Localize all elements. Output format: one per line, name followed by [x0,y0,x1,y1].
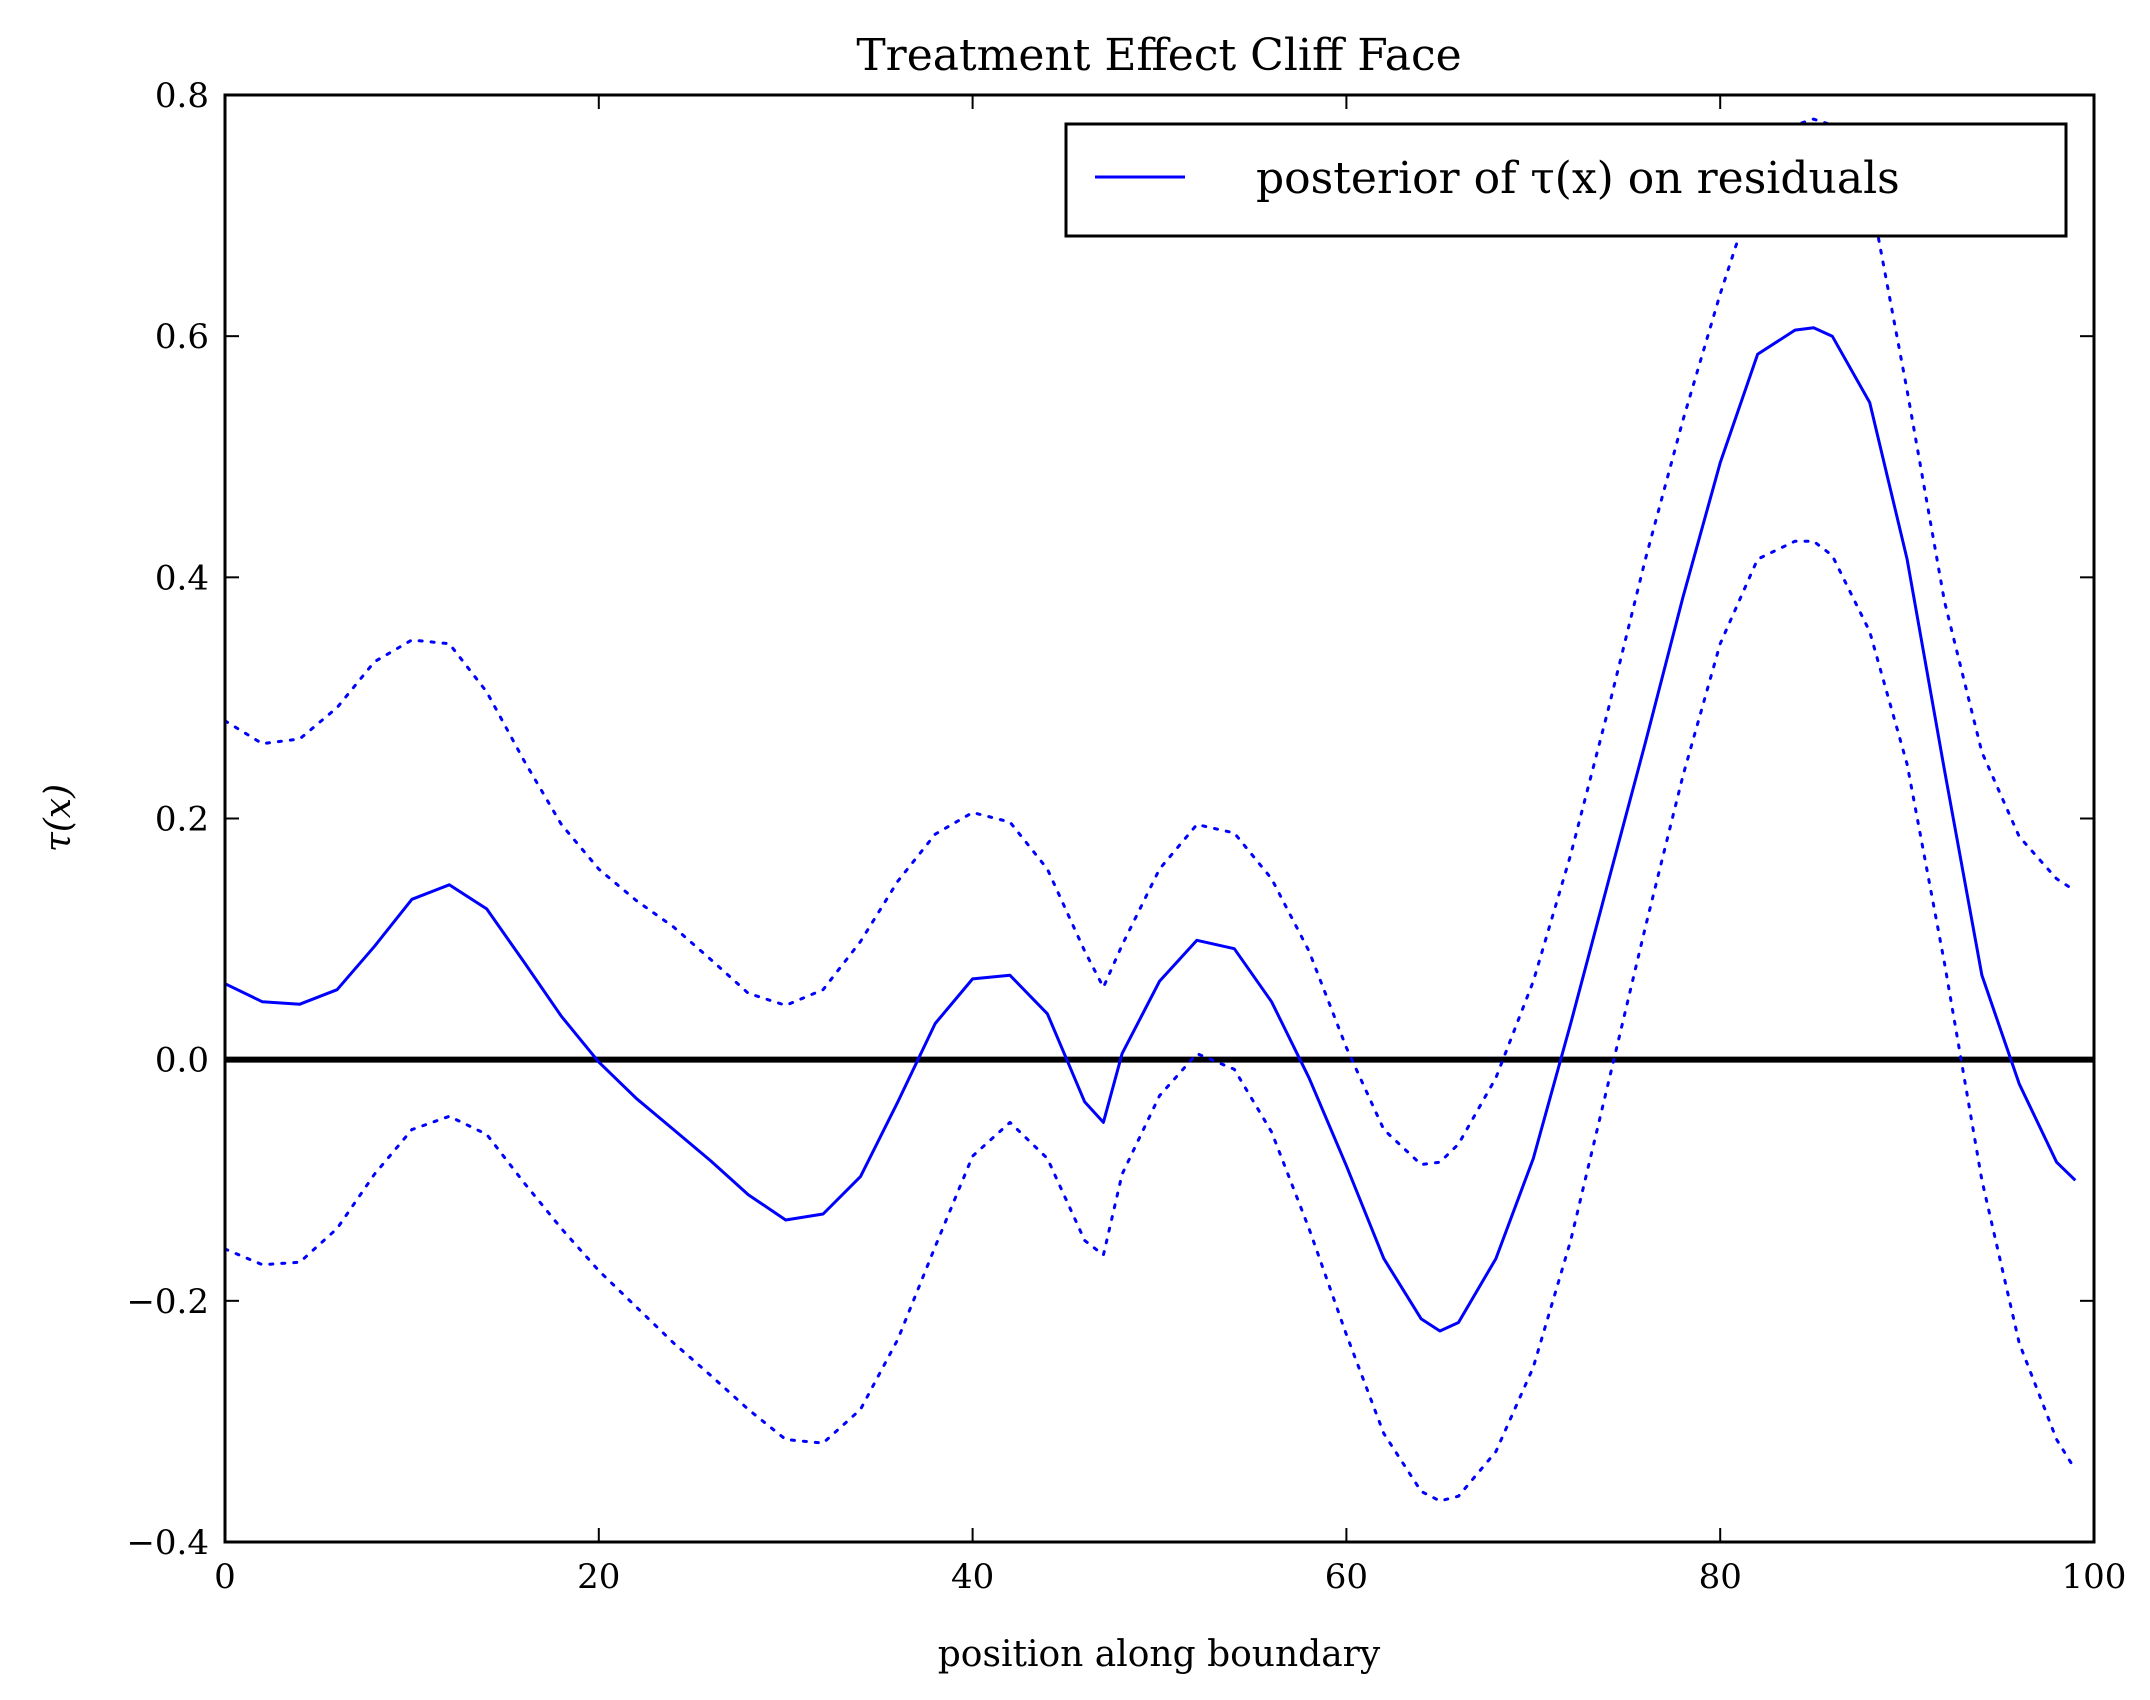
x-tick-label: 0 [214,1557,236,1597]
legend-box [1064,122,2068,238]
series-line-posterior-mean [224,326,2077,1333]
y-tick-label: −0.2 [126,1282,209,1322]
series-line-lower-band [223,539,2077,1503]
legend-entry-label: posterior of τ(x) on residuals [1256,153,1900,204]
y-axis-title: τ(x) [38,784,79,852]
y-tick-label: 0.4 [155,558,209,598]
plot-frame [223,93,2096,1544]
x-tick-label: 60 [1325,1557,1368,1597]
x-tick-labels: 0 20 40 60 80 100 [214,1557,2126,1597]
x-tick-label: 40 [951,1557,994,1597]
x-tick-label: 100 [2062,1557,2127,1597]
y-tick-label: 0.2 [155,800,209,840]
legend: posterior of τ(x) on residuals [1064,122,2068,238]
y-tick-label: 0.0 [155,1041,209,1081]
series-line-upper-band [223,117,2077,1167]
chart-title: Treatment Effect Cliff Face [856,30,1461,81]
x-tick-label: 20 [577,1557,620,1597]
y-tick-labels: −0.4 −0.2 0.0 0.2 0.4 0.6 0.8 [126,76,209,1563]
y-tick-label: −0.4 [126,1523,209,1563]
y-tick-label: 0.8 [155,76,209,116]
plot-area [223,117,2094,1503]
y-tick-label: 0.6 [155,317,209,357]
x-axis-title: position along boundary [938,1634,1381,1675]
x-tick-label: 80 [1699,1557,1742,1597]
